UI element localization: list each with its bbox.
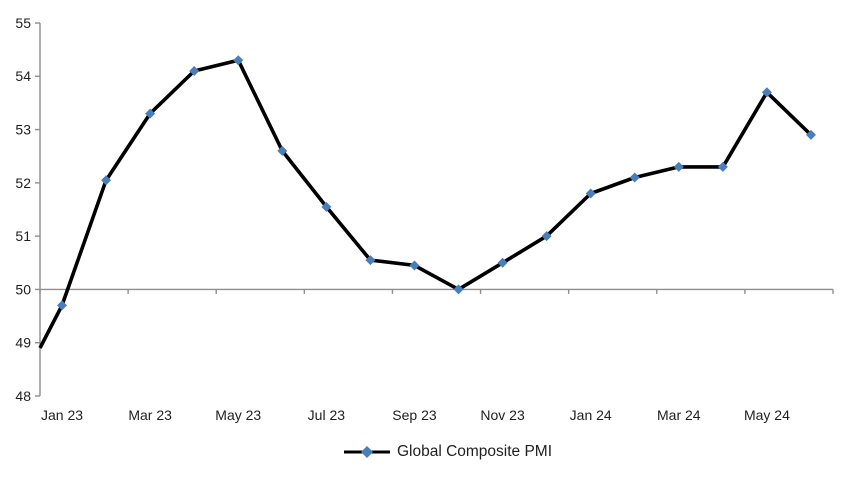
y-tick-label: 50	[15, 281, 31, 297]
x-tick-label: May 24	[744, 407, 790, 423]
data-point-marker	[277, 145, 288, 156]
data-point-marker	[453, 284, 464, 295]
data-point-marker	[629, 172, 640, 183]
chart-legend: Global Composite PMI	[22, 443, 852, 461]
x-tick-label: Jul 23	[308, 407, 346, 423]
data-point-marker	[365, 255, 376, 266]
x-tick-label: Mar 24	[657, 407, 701, 423]
x-tick-label: Nov 23	[480, 407, 525, 423]
x-tick-label: Sep 23	[392, 407, 437, 423]
data-point-marker	[409, 260, 420, 271]
y-tick-label: 53	[15, 121, 31, 137]
pmi-line-chart: 48 49 50 51 52 53 54 55 Jan 23 Mar 23 May 23 Jul 23…	[15, 15, 834, 423]
legend-label: Global Composite PMI	[396, 443, 553, 460]
data-point-marker	[233, 55, 244, 66]
y-tick-label: 48	[15, 388, 31, 404]
data-point-marker	[717, 161, 728, 172]
x-tick-label: Jan 24	[570, 407, 612, 423]
data-point-marker	[585, 188, 596, 199]
data-point-marker	[145, 108, 156, 119]
x-tick-label: Mar 23	[128, 407, 172, 423]
x-tick-label: Jan 23	[41, 407, 83, 423]
y-tick-label: 49	[15, 335, 31, 351]
data-line	[38, 58, 813, 349]
data-point-marker	[805, 129, 816, 140]
data-point-marker	[189, 65, 200, 76]
y-tick-label: 52	[15, 175, 31, 191]
legend-marker-sample	[360, 446, 373, 458]
data-point-marker	[497, 257, 508, 268]
data-point-marker	[673, 161, 684, 172]
data-point-marker	[57, 300, 68, 311]
y-tick-label: 51	[15, 228, 31, 244]
x-tick-label: May 23	[215, 407, 261, 423]
data-point-marker	[321, 201, 332, 212]
y-tick-label: 55	[15, 15, 31, 31]
data-point-marker	[101, 175, 112, 186]
y-tick-label: 54	[15, 68, 31, 84]
legend-key-line-marker	[343, 446, 390, 458]
data-point-marker	[761, 87, 772, 98]
data-point-marker	[541, 231, 552, 242]
